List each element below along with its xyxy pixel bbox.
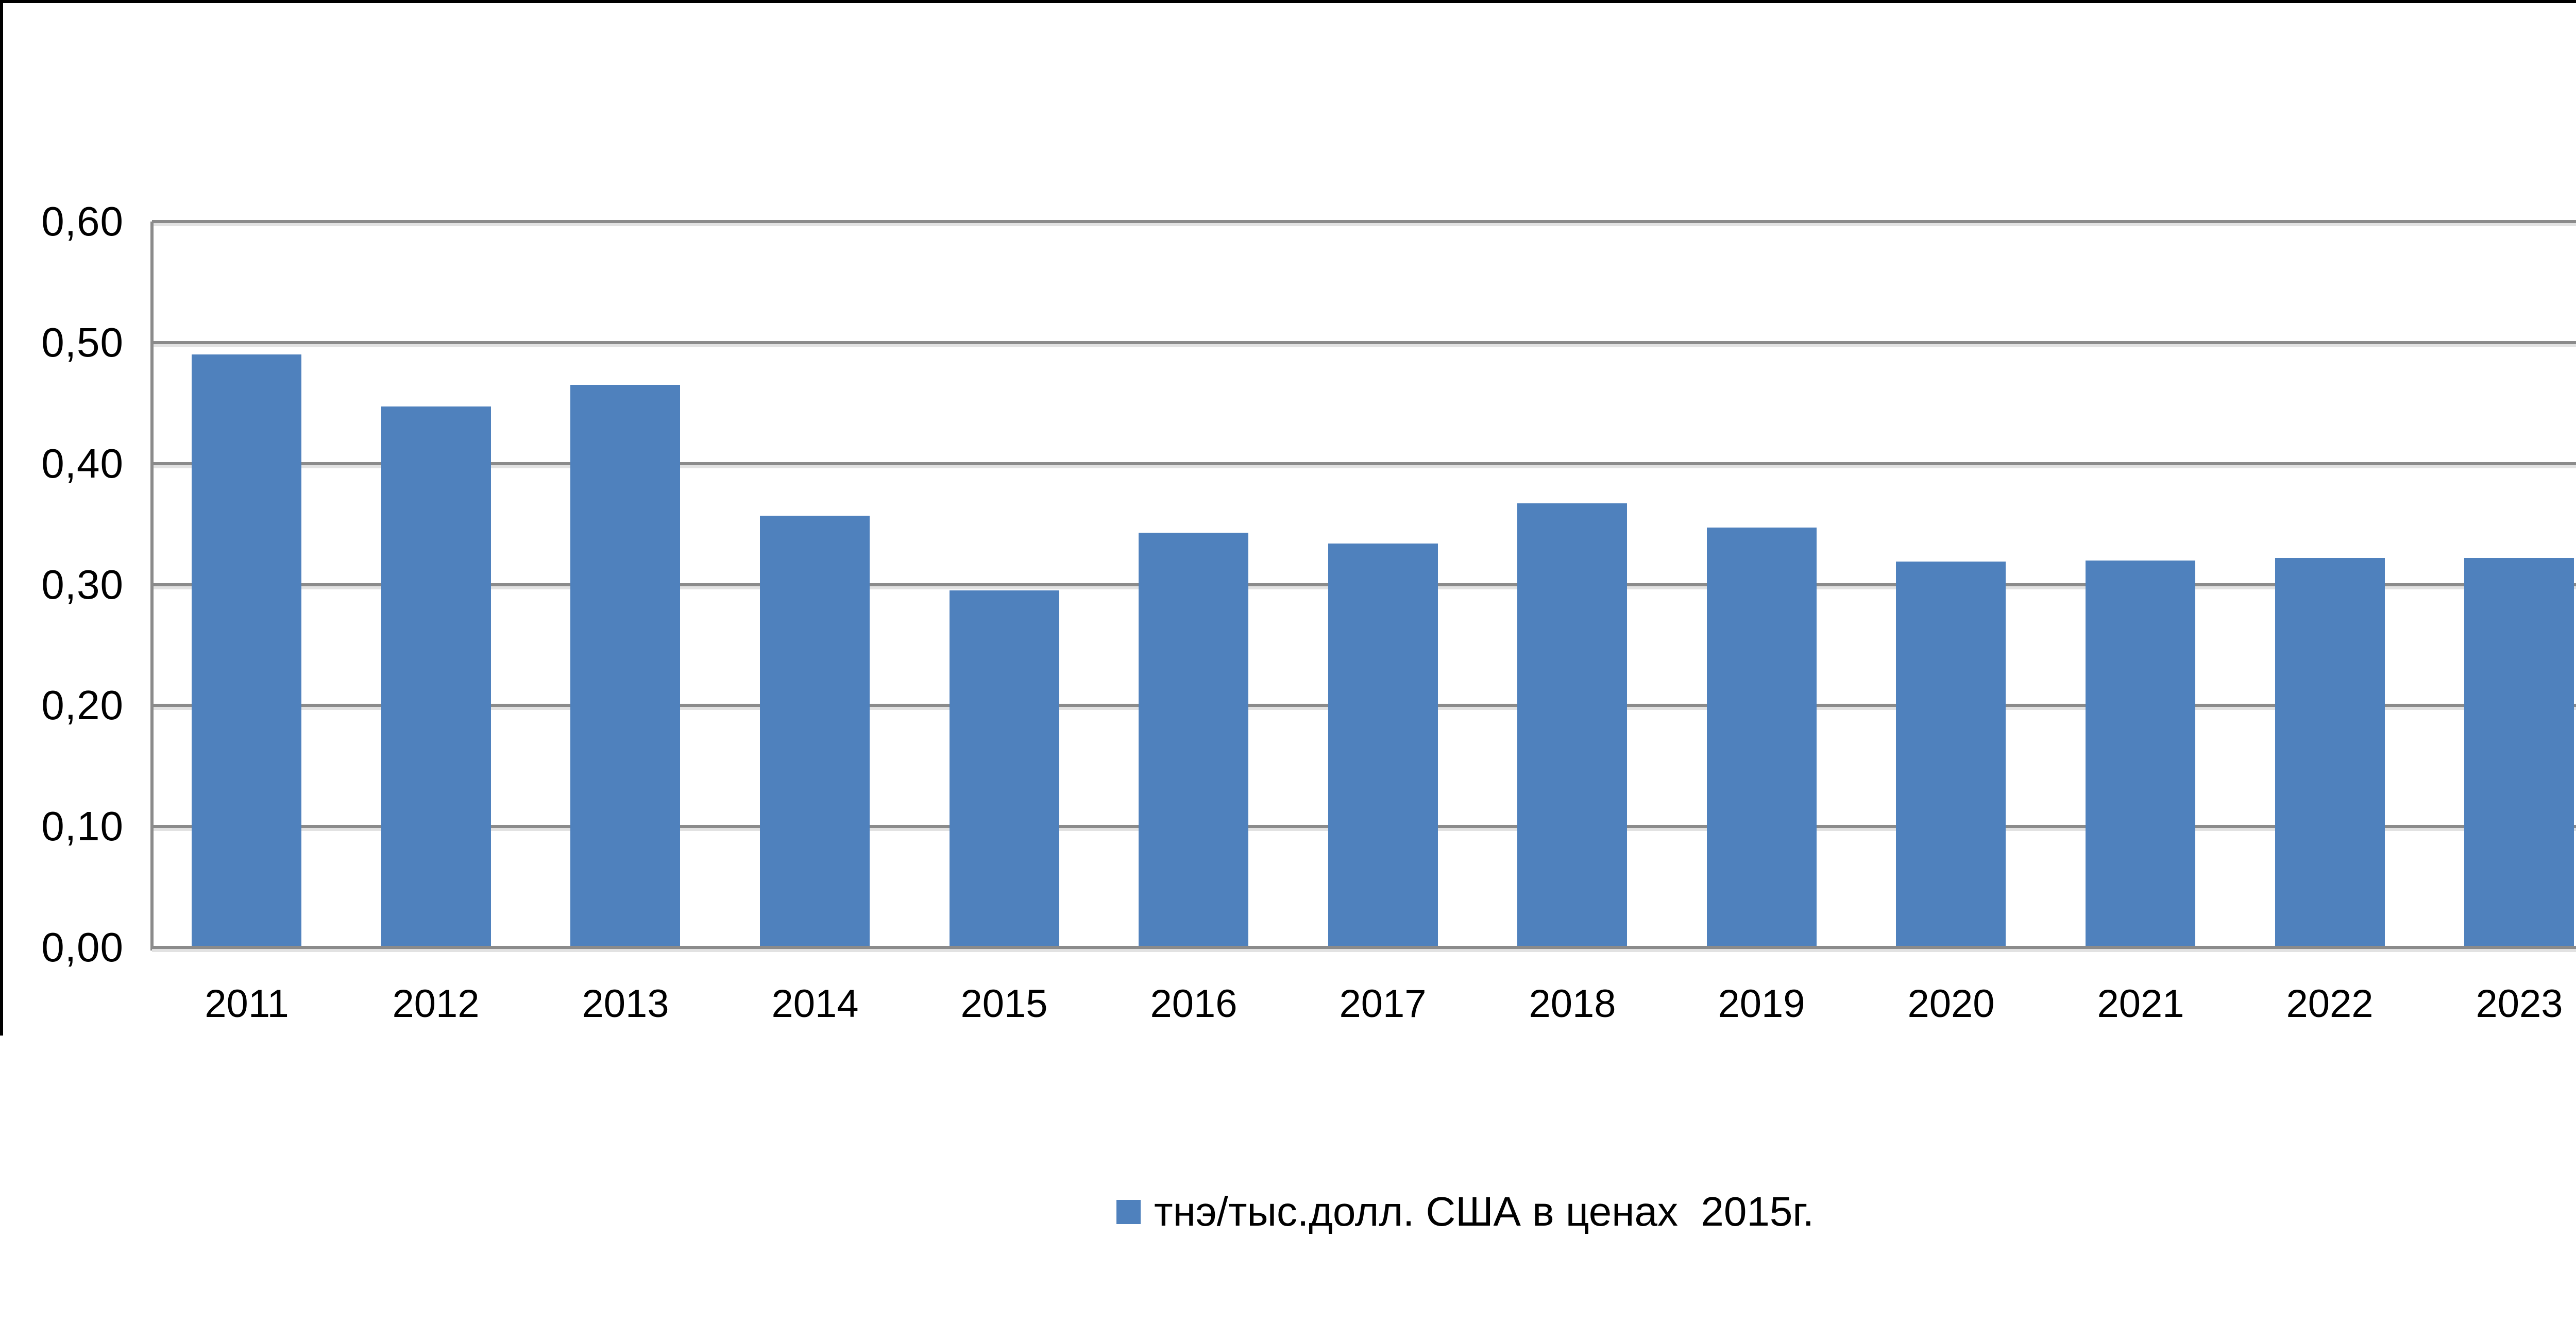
bar-2012 xyxy=(381,406,491,946)
y-axis-tick-label: 0,60 xyxy=(41,198,124,244)
bar-2014 xyxy=(760,516,870,946)
x-axis-tick-label: 2017 xyxy=(1339,982,1427,1026)
bar-2011 xyxy=(192,354,301,946)
bar-2018 xyxy=(1517,503,1627,946)
gridline xyxy=(152,462,2576,465)
y-axis-tick-label: 0,10 xyxy=(41,803,124,850)
bar-2020 xyxy=(1896,562,2006,946)
bar-2015 xyxy=(950,590,1059,946)
x-axis-tick-label: 2012 xyxy=(392,982,480,1026)
x-axis-tick-label: 2015 xyxy=(960,982,1048,1026)
bar-2019 xyxy=(1707,528,1817,946)
x-axis-tick-label: 2014 xyxy=(771,982,859,1026)
gridline xyxy=(152,220,2576,223)
y-axis-tick-label: 0,40 xyxy=(41,440,124,486)
x-axis-tick-label: 2011 xyxy=(205,982,289,1026)
bar-2013 xyxy=(570,385,680,946)
x-axis-tick-label: 2023 xyxy=(2476,982,2563,1026)
x-axis-tick-label: 2022 xyxy=(2286,982,2374,1026)
bar-2021 xyxy=(2086,561,2195,946)
bar-2022 xyxy=(2275,558,2385,946)
bar-2023 xyxy=(2464,558,2574,946)
figure-frame-top-line xyxy=(0,0,2576,3)
x-axis-tick-label: 2019 xyxy=(1718,982,1805,1026)
gridline xyxy=(152,341,2576,344)
bar-2016 xyxy=(1139,533,1248,946)
x-axis-tick-label: 2018 xyxy=(1529,982,1616,1026)
y-axis-tick-label: 0,30 xyxy=(41,561,124,607)
bar-2017 xyxy=(1328,544,1438,946)
x-axis-tick-label: 2021 xyxy=(2097,982,2184,1026)
x-axis-tick-label: 2016 xyxy=(1150,982,1238,1026)
x-axis-tick-label: 2020 xyxy=(1907,982,1995,1026)
x-axis-line xyxy=(152,946,2576,949)
y-axis-tick-label: 0,50 xyxy=(41,319,124,365)
y-axis-line xyxy=(150,222,154,951)
x-axis-tick-label: 2013 xyxy=(582,982,669,1026)
y-axis-tick-label: 0,20 xyxy=(41,682,124,728)
legend-series-marker-icon xyxy=(1116,1199,1141,1224)
figure-frame-left-line xyxy=(0,0,3,1036)
legend-series-label: тнэ/тыс.долл. США в ценах 2015г. xyxy=(1154,1189,1815,1234)
y-axis-tick-label: 0,00 xyxy=(41,924,124,970)
legend: тнэ/тыс.долл. США в ценах 2015г. xyxy=(1116,1185,1814,1239)
